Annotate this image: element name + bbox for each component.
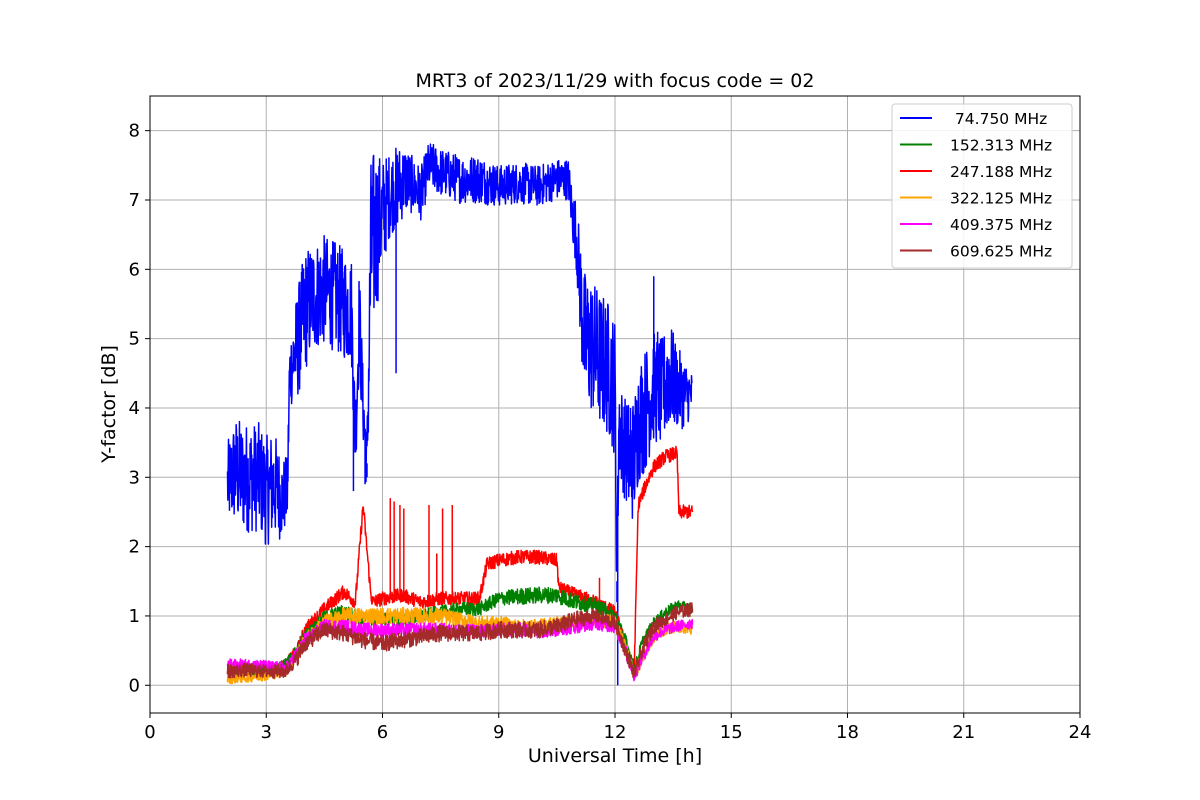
series-line-5 xyxy=(226,602,694,679)
series-line-2 xyxy=(226,445,694,678)
series-line-0 xyxy=(226,143,693,686)
legend-entry-3: 322.125 MHz xyxy=(950,190,1052,208)
legend-entry-2: 247.188 MHz xyxy=(950,163,1052,181)
y-tick-label: 6 xyxy=(129,259,140,280)
legend: 74.750 MHz 152.313 MHz 247.188 MHz 322.125 … xyxy=(891,103,1073,269)
y-tick-label: 2 xyxy=(129,537,140,558)
y-tick-label: 7 xyxy=(129,190,140,211)
chart-title: MRT3 of 2023/11/29 with focus code = 02 xyxy=(416,70,815,92)
y-tick-label: 4 xyxy=(129,398,140,419)
legend-entry-1: 152.313 MHz xyxy=(950,137,1052,155)
x-axis-label: Universal Time [h] xyxy=(528,745,702,767)
x-tick-label: 9 xyxy=(493,722,504,743)
legend-box xyxy=(891,103,1073,269)
x-tick-label: 24 xyxy=(1069,722,1092,743)
y-tick-label: 5 xyxy=(129,329,140,350)
x-tick-label: 15 xyxy=(720,722,743,743)
y-tick-label: 8 xyxy=(129,121,140,142)
x-tick-label: 12 xyxy=(604,722,627,743)
x-tick-label: 21 xyxy=(952,722,975,743)
legend-entry-0: 74.750 MHz xyxy=(950,110,1047,128)
y-axis-label: Y-factor [dB] xyxy=(98,345,120,464)
legend-entry-5: 609.625 MHz xyxy=(950,243,1052,261)
legend-entry-4: 409.375 MHz xyxy=(950,216,1052,234)
y-tick-label: 0 xyxy=(129,675,140,696)
x-tick-label: 3 xyxy=(261,722,272,743)
y-tick-label: 1 xyxy=(129,606,140,627)
y-tick-label: 3 xyxy=(129,467,140,488)
x-tick-label: 0 xyxy=(144,722,155,743)
x-tick-label: 18 xyxy=(836,722,859,743)
x-tick-label: 6 xyxy=(377,722,388,743)
